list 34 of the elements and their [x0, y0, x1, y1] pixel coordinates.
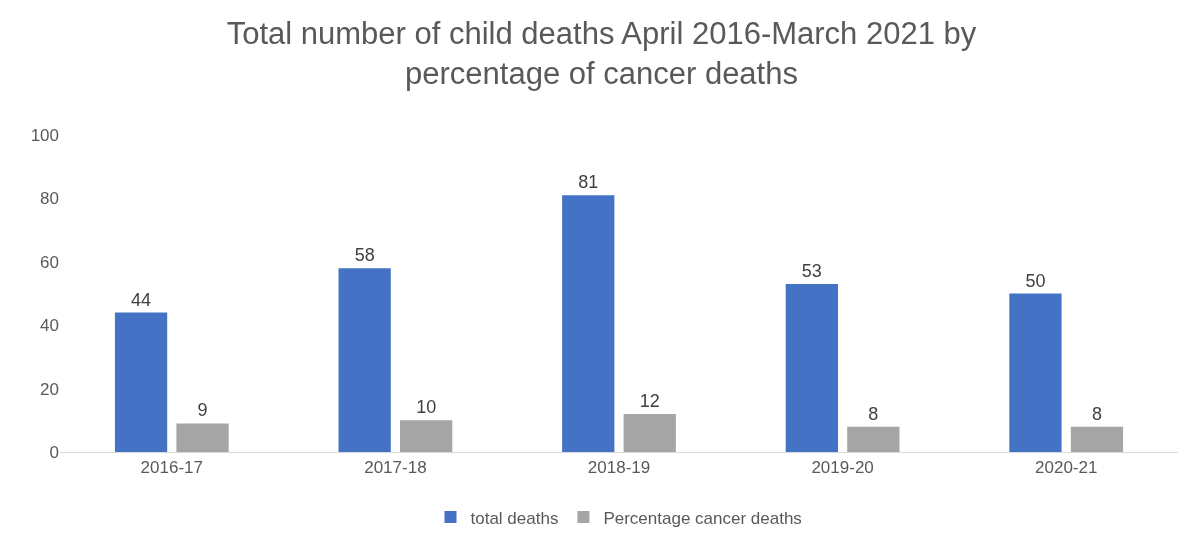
data-label: 8: [1091, 403, 1102, 424]
data-label: 10: [416, 397, 437, 418]
x-tick-label: 2019-20: [811, 458, 874, 478]
data-label: 58: [354, 245, 375, 266]
data-label: 9: [197, 400, 208, 421]
bar: [623, 413, 676, 452]
y-tick-label: 60: [40, 252, 59, 272]
bar: [562, 195, 615, 452]
bar: [785, 283, 838, 452]
bar: [847, 426, 900, 452]
x-tick-label: 2017-18: [364, 458, 427, 478]
data-label: 53: [801, 260, 822, 281]
x-tick-label: 2018-19: [587, 458, 651, 478]
data-label: 44: [131, 289, 152, 310]
chart-title: Total number of child deaths April 2016-March 2021 by percentage of cancer deaths: [226, 15, 977, 92]
legend-label: Percentage cancer deaths: [603, 508, 802, 528]
y-tick-label: 0: [49, 442, 59, 462]
data-label: 12: [639, 390, 660, 411]
legend-label: total deaths: [470, 508, 559, 528]
data-label: 50: [1025, 270, 1046, 291]
bar: [1009, 293, 1062, 452]
bar: [114, 312, 168, 452]
bar: [1070, 426, 1124, 452]
bar: [400, 420, 453, 452]
x-tick-label: 2016-17: [140, 458, 203, 478]
y-tick-label: 100: [30, 125, 59, 145]
data-label: 81: [578, 172, 599, 193]
data-label: 8: [868, 403, 879, 424]
y-tick-label: 40: [40, 316, 59, 336]
y-tick-label: 20: [40, 379, 59, 399]
y-tick-label: 80: [40, 189, 59, 209]
x-tick-label: 2020-21: [1035, 458, 1098, 478]
bar: [338, 268, 391, 452]
bar: [176, 423, 229, 452]
